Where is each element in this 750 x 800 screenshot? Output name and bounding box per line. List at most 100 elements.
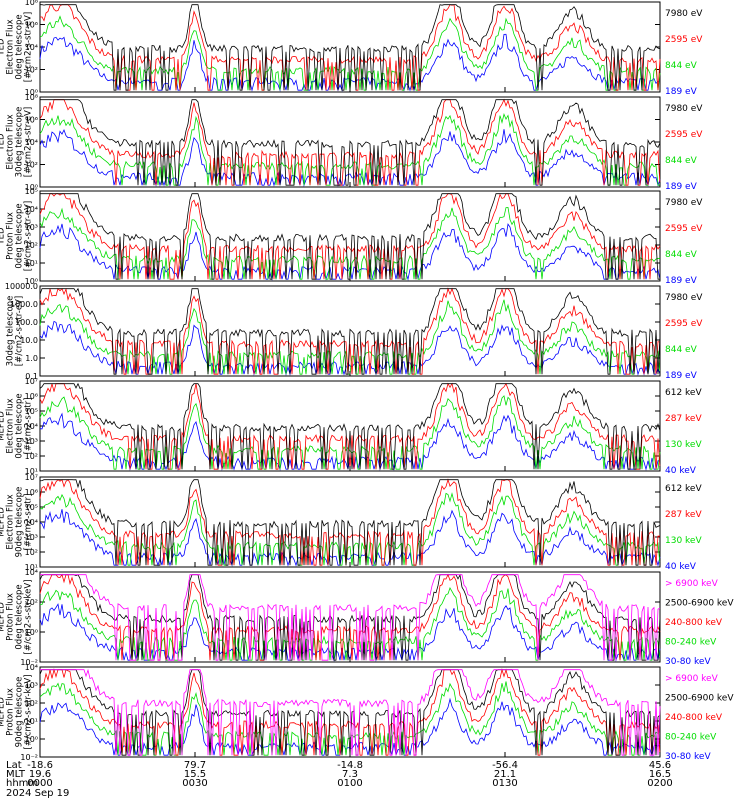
x-tick-label-mlt: 7.3 xyxy=(342,769,358,780)
series-line xyxy=(39,4,661,91)
traces xyxy=(39,478,661,567)
y-tick-label: 10⁴ xyxy=(25,138,38,147)
legend-entry: 30-80 keV xyxy=(665,752,711,762)
y-tick-label: 10² xyxy=(25,699,38,708)
panel-1: 10⁰ 10² 10⁴ 10⁶ 10⁸ TED Electron Flux 0deg tele… xyxy=(0,0,703,97)
legend-entry: 130 keV xyxy=(665,440,702,450)
series-line xyxy=(39,287,661,375)
y-tick-label: 10⁴ xyxy=(25,205,38,214)
series-line xyxy=(39,509,661,567)
legend-entry: 240-800 keV xyxy=(665,618,723,628)
legend-entry: 287 keV xyxy=(665,510,702,520)
legend-entry: 7980 eV xyxy=(665,104,703,114)
y-axis-label-line: Electron Flux xyxy=(6,114,16,169)
series-line xyxy=(39,287,661,375)
y-tick-label: 10¹ xyxy=(25,563,38,572)
series-line xyxy=(39,223,661,281)
y-axis-label-line: TED xyxy=(0,227,7,246)
x-tick-label-lat: -18.6 xyxy=(27,760,53,771)
legend-entry: 844 eV xyxy=(665,345,698,355)
y-axis-label: TED Electron Flux 0deg telescope [#/cm2-s-s… xyxy=(0,12,34,82)
x-row-label-mlt: MLT xyxy=(6,769,26,780)
series-line xyxy=(40,99,661,186)
legend-entry: 287 keV xyxy=(665,414,702,424)
series-line xyxy=(39,395,661,470)
y-axis-label-line: TED xyxy=(0,133,7,152)
y-axis-label-line: Proton Flux xyxy=(6,593,16,641)
legend-entry: 40 keV xyxy=(665,562,697,572)
y-tick-label: 10⁵ xyxy=(25,187,38,196)
legend-entry: 30-80 keV xyxy=(665,657,711,667)
y-tick-label: 10⁴ xyxy=(25,422,38,431)
y-axis-label-line: [#/cm2-s-str-eV] xyxy=(24,201,34,271)
y-tick-label: 10² xyxy=(25,66,38,75)
y-tick-label: 10¹ xyxy=(25,717,38,726)
legend-entry: 612 keV xyxy=(665,484,702,494)
y-tick-label: 10³ xyxy=(25,437,38,446)
series-line xyxy=(39,478,661,566)
y-axis-label-line: MEPED xyxy=(0,411,7,441)
y-tick-label: 10⁵ xyxy=(25,407,38,416)
y-tick-label: 10⁰ xyxy=(25,628,38,637)
traces xyxy=(39,4,661,92)
series-line xyxy=(39,98,661,186)
y-tick-label: 10⁴ xyxy=(25,518,38,527)
legend-entry: 2500-6900 keV xyxy=(665,694,734,704)
y-axis-label-line: Electron Flux xyxy=(6,494,16,549)
y-tick-label: 10⁻² xyxy=(20,658,38,667)
legend-entry: 189 eV xyxy=(665,276,698,286)
y-tick-label: 10⁷ xyxy=(25,377,38,386)
y-tick-label: 10¹ xyxy=(25,259,38,268)
series-line xyxy=(39,573,661,661)
panel-3: 10⁰ 10¹ 10² 10³ 10⁴ 10⁵ TED Proton Flux 0deg tel… xyxy=(0,187,703,286)
y-axis-label-line: [#/cm2-s-str] xyxy=(24,494,34,551)
panel-8: 10⁻² 10⁰ 10¹ 10² 10³ 10⁴ MEPED Proton Flux 90deg… xyxy=(0,663,734,762)
y-tick-label: 10³ xyxy=(25,533,38,542)
y-tick-label: 10² xyxy=(25,548,38,557)
series-line xyxy=(39,193,661,280)
x-tick-label-time: 0000 xyxy=(27,778,52,789)
y-axis-label-line: Proton Flux xyxy=(6,688,16,736)
traces xyxy=(39,287,661,376)
x-row-label-hhmm: hhmm xyxy=(6,778,38,789)
y-axis-label-line: MEPED xyxy=(0,602,7,632)
y-axis-label: TED Electron Flux 30deg telescope [#/cm2-s-… xyxy=(0,107,34,178)
legend-entry: 7980 eV xyxy=(665,198,703,208)
y-tick-label: 10⁶ xyxy=(25,21,38,30)
y-tick-label: 10⁵ xyxy=(25,503,38,512)
x-tick-label-mlt: 16.5 xyxy=(649,769,671,780)
traces xyxy=(39,98,661,187)
y-tick-label: 1.0 xyxy=(25,354,38,363)
panel-7: 10⁻² 10⁰ 10² 10⁴ MEPED Proton Flux 0deg telesc… xyxy=(0,568,734,667)
x-tick-label-lat: -56.4 xyxy=(492,760,518,771)
y-axis-label-line: [#/cm2-s-str-keV] xyxy=(24,675,34,750)
series-line xyxy=(40,668,661,756)
series-line xyxy=(39,412,661,471)
x-tick-label-lat: -14.8 xyxy=(337,760,363,771)
x-row-label-date: 2024 Sep 19 xyxy=(6,788,69,799)
series-line xyxy=(39,479,661,566)
y-axis-label-line: 90deg telescope xyxy=(15,677,25,748)
y-tick-label: 10² xyxy=(25,241,38,250)
series-line xyxy=(39,681,661,756)
y-axis-label: MEPED Electron Flux 0deg telescope [#/cm2-s… xyxy=(0,393,34,458)
y-tick-label: 10⁷ xyxy=(25,473,38,482)
panel-5: 10¹ 10² 10³ 10⁴ 10⁵ 10⁶ 10⁷ MEPED Electron Flux 0… xyxy=(0,377,702,476)
legend-entry: 2500-6900 keV xyxy=(665,599,734,609)
series-line xyxy=(39,492,661,566)
y-tick-label: 10⁰ xyxy=(25,88,38,97)
legend-entry: 844 eV xyxy=(665,156,698,166)
y-tick-label: 10⁶ xyxy=(25,488,38,497)
x-tick-label-time: 0130 xyxy=(492,778,517,789)
series-line xyxy=(39,587,661,661)
x-tick-label-time: 0030 xyxy=(182,778,207,789)
traces xyxy=(39,573,661,662)
y-axis-label-line: [#/cm2-s-str-eV] xyxy=(24,107,34,177)
legend-entry: > 6900 keV xyxy=(665,579,719,589)
y-tick-label: 0.1 xyxy=(25,372,38,381)
legend-entry: 2595 eV xyxy=(665,319,703,329)
y-tick-label: 10⁰ xyxy=(25,277,38,286)
y-axis-label-line: Electron Flux xyxy=(6,398,16,453)
